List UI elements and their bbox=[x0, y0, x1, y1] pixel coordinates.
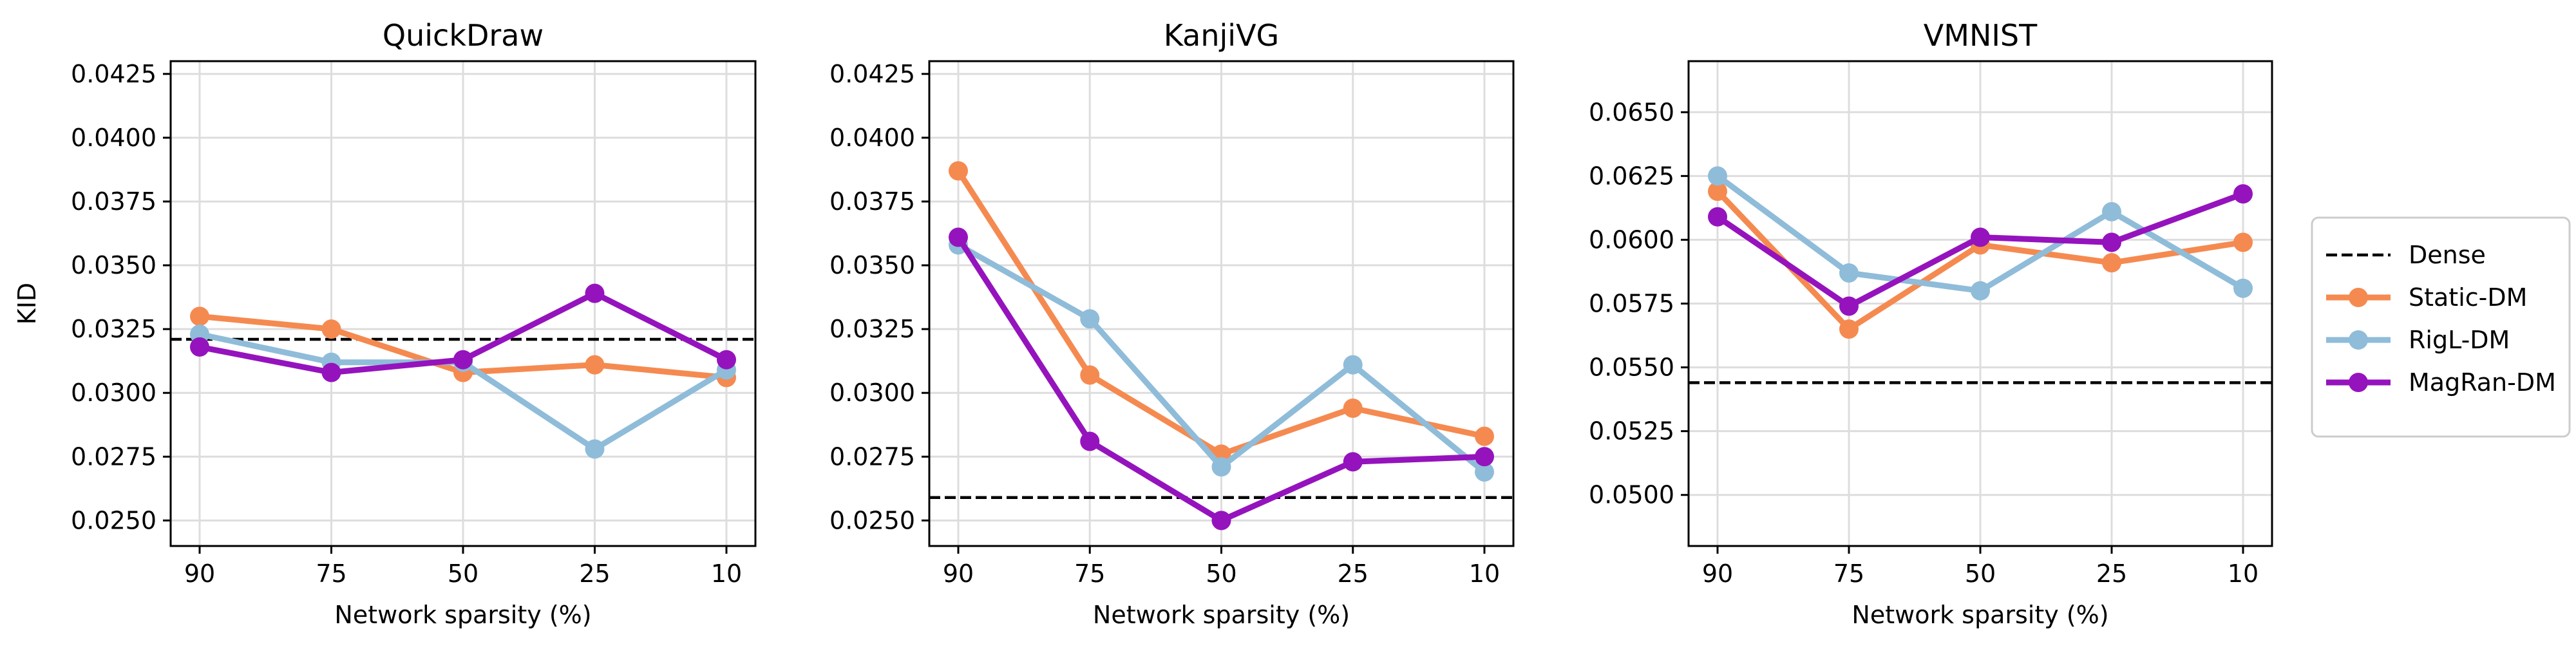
vmnist-xtick-label-90: 90 bbox=[1702, 560, 1733, 588]
kanjivg-rigl-dm-point-75 bbox=[1080, 309, 1100, 329]
kanjivg-static-dm-point-75 bbox=[1080, 365, 1100, 385]
quickdraw-ytick-label-0-0375: 0.0375 bbox=[71, 187, 156, 216]
kanjivg-ytick-label-0-0275: 0.0275 bbox=[829, 442, 915, 471]
kanjivg-magran-dm-point-90 bbox=[949, 227, 968, 247]
quickdraw-magran-dm-point-25 bbox=[585, 283, 605, 303]
quickdraw-xtick-label-10: 10 bbox=[711, 560, 742, 588]
quickdraw-rigl-dm-point-25 bbox=[585, 439, 605, 459]
quickdraw-magran-dm-point-50 bbox=[453, 350, 473, 370]
kanjivg-ytick-label-0-0375: 0.0375 bbox=[829, 187, 915, 216]
vmnist-static-dm-point-10 bbox=[2233, 232, 2253, 252]
quickdraw-ytick-label-0-0350: 0.0350 bbox=[71, 251, 156, 279]
quickdraw-magran-dm-point-10 bbox=[717, 350, 736, 370]
kanjivg-ytick-label-0-0350: 0.0350 bbox=[829, 251, 915, 279]
kanjivg-title: KanjiVG bbox=[1164, 18, 1279, 53]
quickdraw-ytick-label-0-0425: 0.0425 bbox=[71, 60, 156, 88]
quickdraw-xtick-label-25: 25 bbox=[579, 560, 610, 588]
vmnist-rigl-dm-point-50 bbox=[1971, 281, 1990, 301]
vmnist-xtick-label-10: 10 bbox=[2228, 560, 2259, 588]
quickdraw-static-dm-point-75 bbox=[321, 319, 341, 339]
kanjivg-ytick-label-0-0325: 0.0325 bbox=[829, 315, 915, 343]
legend-marker-static-dm bbox=[2349, 288, 2368, 307]
vmnist-ytick-label-0-0600: 0.0600 bbox=[1589, 225, 1674, 254]
kanjivg-ytick-label-0-0425: 0.0425 bbox=[829, 60, 915, 88]
kanjivg-rigl-dm-point-25 bbox=[1343, 355, 1363, 375]
vmnist-rigl-dm-point-75 bbox=[1839, 263, 1859, 283]
quickdraw-magran-dm-point-75 bbox=[321, 362, 341, 382]
vmnist-magran-dm-point-90 bbox=[1708, 207, 1727, 227]
quickdraw-ytick-label-0-0275: 0.0275 bbox=[71, 442, 156, 471]
vmnist-magran-dm-point-75 bbox=[1839, 296, 1859, 316]
vmnist-magran-dm-point-50 bbox=[1971, 227, 1990, 247]
vmnist-static-dm-point-25 bbox=[2102, 253, 2121, 273]
vmnist-rigl-dm-point-90 bbox=[1708, 166, 1727, 186]
vmnist-magran-dm-point-25 bbox=[2102, 232, 2121, 252]
vmnist-static-dm-point-90 bbox=[1708, 182, 1727, 202]
vmnist-ytick-label-0-0500: 0.0500 bbox=[1589, 481, 1674, 509]
kanjivg-magran-dm-point-50 bbox=[1211, 511, 1231, 531]
vmnist-ytick-label-0-0575: 0.0575 bbox=[1589, 290, 1674, 318]
vmnist-xtick-label-75: 75 bbox=[1833, 560, 1864, 588]
vmnist-ytick-label-0-0650: 0.0650 bbox=[1589, 98, 1674, 126]
kanjivg-xtick-label-90: 90 bbox=[943, 560, 974, 588]
quickdraw-xlabel: Network sparsity (%) bbox=[334, 601, 591, 629]
legend-label-static-dm: Static-DM bbox=[2409, 283, 2527, 312]
quickdraw-title: QuickDraw bbox=[383, 18, 544, 53]
kanjivg-ytick-label-0-0250: 0.0250 bbox=[829, 506, 915, 534]
legend-label-rigl-dm: RigL-DM bbox=[2409, 326, 2510, 354]
quickdraw-ytick-label-0-0300: 0.0300 bbox=[71, 379, 156, 407]
vmnist-static-dm-point-75 bbox=[1839, 319, 1859, 339]
legend-marker-magran-dm bbox=[2349, 373, 2368, 392]
vmnist-rigl-dm-point-25 bbox=[2102, 202, 2121, 221]
kanjivg-xtick-label-75: 75 bbox=[1074, 560, 1105, 588]
quickdraw-ytick-label-0-0250: 0.0250 bbox=[71, 506, 156, 534]
quickdraw-static-dm-point-90 bbox=[190, 306, 209, 326]
kanjivg-xtick-label-25: 25 bbox=[1338, 560, 1368, 588]
kanjivg-ytick-label-0-0400: 0.0400 bbox=[829, 124, 915, 152]
kanjivg-static-dm-point-10 bbox=[1475, 426, 1494, 446]
kanjivg-rigl-dm-point-50 bbox=[1211, 457, 1231, 477]
kanjivg-magran-dm-point-75 bbox=[1080, 431, 1100, 451]
kanjivg-magran-dm-point-10 bbox=[1475, 447, 1494, 467]
vmnist-rigl-dm-point-10 bbox=[2233, 278, 2253, 298]
kanjivg-magran-dm-point-25 bbox=[1343, 452, 1363, 472]
vmnist-xlabel: Network sparsity (%) bbox=[1852, 601, 2108, 629]
vmnist-ytick-label-0-0525: 0.0525 bbox=[1589, 417, 1674, 446]
legend-label-dense: Dense bbox=[2409, 241, 2486, 269]
legend-label-magran-dm: MagRan-DM bbox=[2409, 368, 2556, 397]
kanjivg-xlabel: Network sparsity (%) bbox=[1093, 601, 1350, 629]
kanjivg-xtick-label-50: 50 bbox=[1206, 560, 1236, 588]
quickdraw-xtick-label-50: 50 bbox=[448, 560, 478, 588]
quickdraw-static-dm-point-25 bbox=[585, 355, 605, 375]
vmnist-ytick-label-0-0625: 0.0625 bbox=[1589, 162, 1674, 190]
kanjivg-rigl-dm-point-10 bbox=[1475, 462, 1494, 482]
quickdraw-xtick-label-75: 75 bbox=[316, 560, 346, 588]
quickdraw-ylabel: KID bbox=[13, 283, 41, 324]
kanjivg-xtick-label-10: 10 bbox=[1469, 560, 1500, 588]
quickdraw-ytick-label-0-0325: 0.0325 bbox=[71, 315, 156, 343]
vmnist-title: VMNIST bbox=[1924, 18, 2038, 53]
legend-marker-rigl-dm bbox=[2349, 330, 2368, 350]
quickdraw-ytick-label-0-0400: 0.0400 bbox=[71, 124, 156, 152]
vmnist-xtick-label-50: 50 bbox=[1965, 560, 1996, 588]
vmnist-ytick-label-0-0550: 0.0550 bbox=[1589, 353, 1674, 382]
kanjivg-static-dm-point-25 bbox=[1343, 398, 1363, 418]
quickdraw-xtick-label-90: 90 bbox=[184, 560, 215, 588]
vmnist-xtick-label-25: 25 bbox=[2096, 560, 2127, 588]
quickdraw-magran-dm-point-90 bbox=[190, 337, 209, 357]
vmnist-magran-dm-point-10 bbox=[2233, 184, 2253, 204]
kanjivg-ytick-label-0-0300: 0.0300 bbox=[829, 379, 915, 407]
kanjivg-static-dm-point-90 bbox=[949, 161, 968, 181]
